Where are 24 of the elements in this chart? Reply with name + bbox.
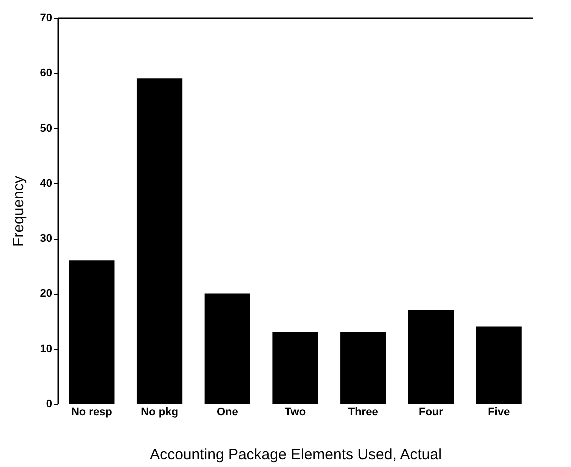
bar <box>204 294 250 404</box>
bar <box>69 260 115 404</box>
y-tick-label: 60 <box>40 68 52 80</box>
x-tick-label: Four <box>418 406 444 418</box>
x-tick-label: One <box>216 406 238 418</box>
bar <box>408 310 454 404</box>
y-tick-label: 50 <box>40 122 52 135</box>
x-tick-label: No resp <box>71 406 113 418</box>
y-tick-label: 30 <box>40 233 52 246</box>
x-tick-label: Three <box>348 406 378 418</box>
y-tick-label: 10 <box>40 343 52 356</box>
bar <box>136 78 183 404</box>
x-tick-label: No pkg <box>141 406 178 418</box>
y-tick-label: 20 <box>40 288 52 300</box>
x-axis-title: Accounting Package Elements Used, Actual <box>150 446 442 464</box>
y-tick-label: 0 <box>46 398 52 410</box>
bar <box>476 326 522 404</box>
y-tick-label: 40 <box>40 178 52 190</box>
y-axis-title: Frequency <box>10 176 28 247</box>
y-tick-label: 70 <box>40 12 52 24</box>
bar <box>272 332 318 404</box>
x-tick-label: Two <box>284 406 306 418</box>
x-tick-label: Five <box>488 406 510 418</box>
bar <box>340 332 386 404</box>
